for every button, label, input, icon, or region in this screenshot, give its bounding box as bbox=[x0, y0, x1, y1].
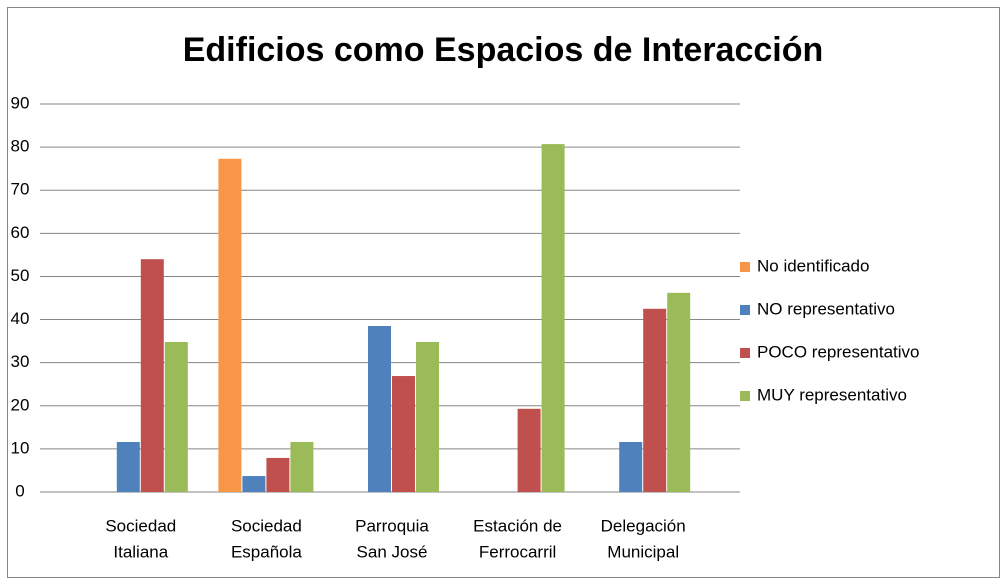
x-tick-label: Estación de bbox=[473, 516, 562, 535]
x-tick-label: Italiana bbox=[113, 542, 168, 561]
x-tick-label: Delegación bbox=[601, 516, 686, 535]
legend-label: MUY representativo bbox=[757, 385, 907, 404]
bar bbox=[667, 292, 691, 492]
x-tick-label: Sociedad bbox=[231, 516, 302, 535]
bar bbox=[242, 476, 266, 492]
legend-label: POCO representativo bbox=[757, 342, 920, 361]
x-tick-label: Española bbox=[231, 542, 302, 561]
y-tick-label: 60 bbox=[11, 223, 30, 242]
legend-swatch bbox=[740, 391, 750, 401]
y-tick-label: 30 bbox=[11, 352, 30, 371]
bar bbox=[290, 441, 314, 492]
y-tick-label: 10 bbox=[11, 438, 30, 457]
bar bbox=[140, 259, 164, 492]
legend-swatch bbox=[740, 305, 750, 315]
bar bbox=[218, 158, 242, 493]
x-tick-label: Municipal bbox=[607, 542, 679, 561]
x-tick-label: San José bbox=[357, 542, 428, 561]
y-tick-label: 40 bbox=[11, 309, 30, 328]
chart-title: Edificios como Espacios de Interacción bbox=[183, 31, 824, 69]
bar bbox=[517, 408, 541, 492]
legend-label: No identificado bbox=[757, 256, 869, 275]
bar bbox=[266, 457, 290, 492]
bar bbox=[643, 308, 667, 492]
legend-swatch bbox=[740, 262, 750, 272]
bar bbox=[392, 376, 415, 492]
y-tick-label: 80 bbox=[11, 137, 30, 156]
bar bbox=[164, 341, 188, 492]
bar bbox=[541, 144, 565, 493]
bar bbox=[416, 341, 439, 492]
y-tick-label: 50 bbox=[11, 266, 30, 285]
x-tick-label: Sociedad bbox=[105, 516, 176, 535]
legend-swatch bbox=[740, 348, 750, 358]
y-tick-label: 20 bbox=[11, 395, 30, 414]
x-tick-label: Ferrocarril bbox=[479, 542, 556, 561]
bar bbox=[619, 441, 643, 492]
y-tick-label: 70 bbox=[11, 180, 30, 199]
y-tick-label: 0 bbox=[15, 481, 24, 500]
x-tick-label: Parroquia bbox=[355, 516, 429, 535]
bar bbox=[116, 441, 140, 492]
bar bbox=[368, 326, 391, 492]
y-tick-label: 90 bbox=[11, 93, 30, 112]
legend-label: NO representativo bbox=[757, 299, 895, 318]
